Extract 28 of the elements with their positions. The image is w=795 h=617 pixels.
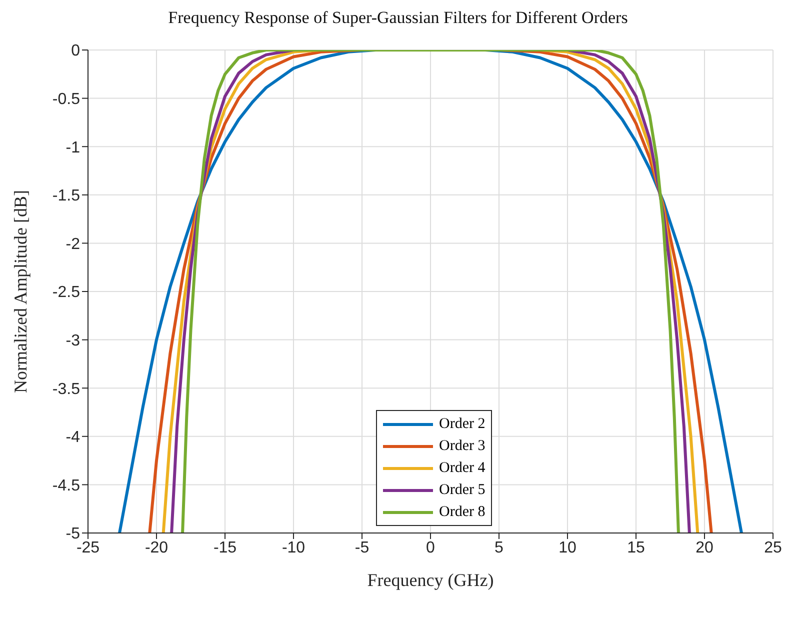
y-tick-label: -3: [66, 332, 80, 350]
legend-label: Order 3: [439, 437, 486, 456]
x-tick-label: -10: [282, 539, 306, 556]
y-axis-title: Normalized Amplitude [dB]: [10, 190, 30, 393]
y-tick-label: -4.5: [52, 477, 80, 494]
x-axis-title: Frequency (GHz): [367, 570, 494, 590]
x-tick-label: 10: [558, 539, 576, 556]
x-tick-label: -20: [144, 539, 168, 556]
y-tick-label: -0.5: [52, 90, 80, 108]
y-tick-label: -1: [66, 139, 80, 156]
chart-title: Frequency Response of Super-Gaussian Filters for Different Orders: [167, 8, 629, 28]
x-tick-label: 20: [696, 539, 714, 556]
y-tick-label: -2: [66, 236, 80, 253]
legend-label: Order 2: [439, 415, 486, 434]
legend-label: Order 8: [439, 503, 486, 522]
legend-label: Order 5: [439, 481, 486, 500]
x-tick-label: 15: [627, 539, 645, 556]
y-tick-label: -3.5: [52, 380, 80, 398]
x-tick-label: 25: [764, 539, 782, 556]
legend-label: Order 4: [439, 459, 486, 478]
x-tick-label: 5: [494, 539, 504, 556]
y-tick-label: -2.5: [52, 284, 80, 302]
y-tick-label: -4: [66, 429, 80, 446]
y-tick-label: -1.5: [52, 188, 80, 205]
x-tick-label: 0: [426, 539, 436, 556]
x-tick-label: -15: [213, 539, 237, 556]
x-tick-label: -5: [354, 539, 370, 556]
y-tick-label: 0: [71, 42, 80, 60]
